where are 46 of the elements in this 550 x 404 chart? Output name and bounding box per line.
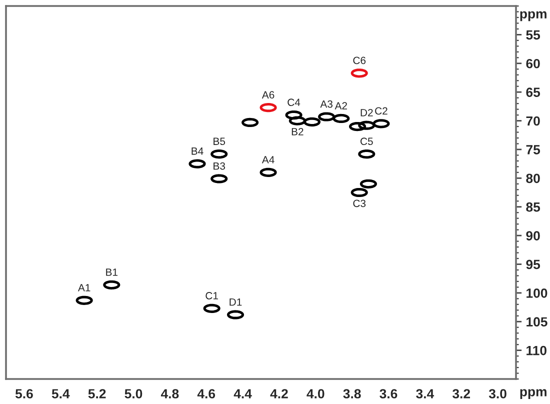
annotation: B3 (214, 162, 226, 170)
y-tick-label: 95 (526, 260, 540, 270)
annotation: A3 (320, 100, 332, 108)
y-tick-label: 55 (526, 30, 540, 40)
y-tick-label: 75 (526, 145, 540, 154)
x-tick-label: 5.2 (88, 389, 106, 398)
x-tick-label: 3.4 (416, 389, 434, 398)
annotation: C3 (353, 200, 366, 208)
y-tick-label: 70 (526, 116, 540, 126)
y-axis-title: ppm (520, 11, 546, 22)
x-tick-label: 4.0 (306, 389, 324, 398)
annotation: B2 (292, 128, 304, 136)
x-axis-title: ppm (520, 389, 546, 399)
y-tick-label: 65 (526, 88, 540, 97)
y-tick-label: 80 (526, 174, 540, 184)
y-tick-label: 100 (526, 288, 548, 298)
x-tick-label: 3.6 (380, 389, 398, 398)
x-tick-label: 5.6 (15, 389, 33, 398)
x-tick-label: 4.6 (197, 389, 216, 398)
annotation: C5 (360, 138, 373, 146)
x-tick-label: 3.0 (488, 389, 506, 398)
y-tick-label: 60 (526, 58, 540, 68)
x-tick-label: 3.2 (452, 389, 470, 398)
annotation: B1 (106, 268, 118, 276)
x-tick-label: 4.8 (160, 389, 179, 398)
annotation: B5 (214, 138, 226, 146)
y-tick-label: 90 (526, 231, 540, 240)
x-tick-label: 5.4 (52, 389, 70, 398)
annotation: C2 (375, 107, 388, 115)
annotation: A2 (334, 102, 347, 110)
y-tick-label: 85 (526, 202, 540, 212)
annotation: A4 (262, 156, 274, 164)
annotation: A6 (262, 91, 274, 99)
annotation: C1 (206, 292, 218, 300)
annotation: D1 (230, 298, 242, 306)
annotation: C6 (353, 56, 366, 64)
x-tick-label: 4.4 (234, 389, 252, 398)
x-tick-label: 3.8 (343, 389, 361, 398)
y-tick-label: 105 (526, 317, 548, 327)
annotation: D2 (360, 108, 373, 116)
x-tick-label: 5.0 (124, 389, 142, 398)
annotation: B4 (192, 148, 204, 155)
annotation: A1 (78, 284, 90, 292)
annotation: C4 (288, 98, 300, 106)
y-tick-label: 110 (526, 346, 546, 356)
x-tick-label: 4.2 (270, 389, 288, 398)
